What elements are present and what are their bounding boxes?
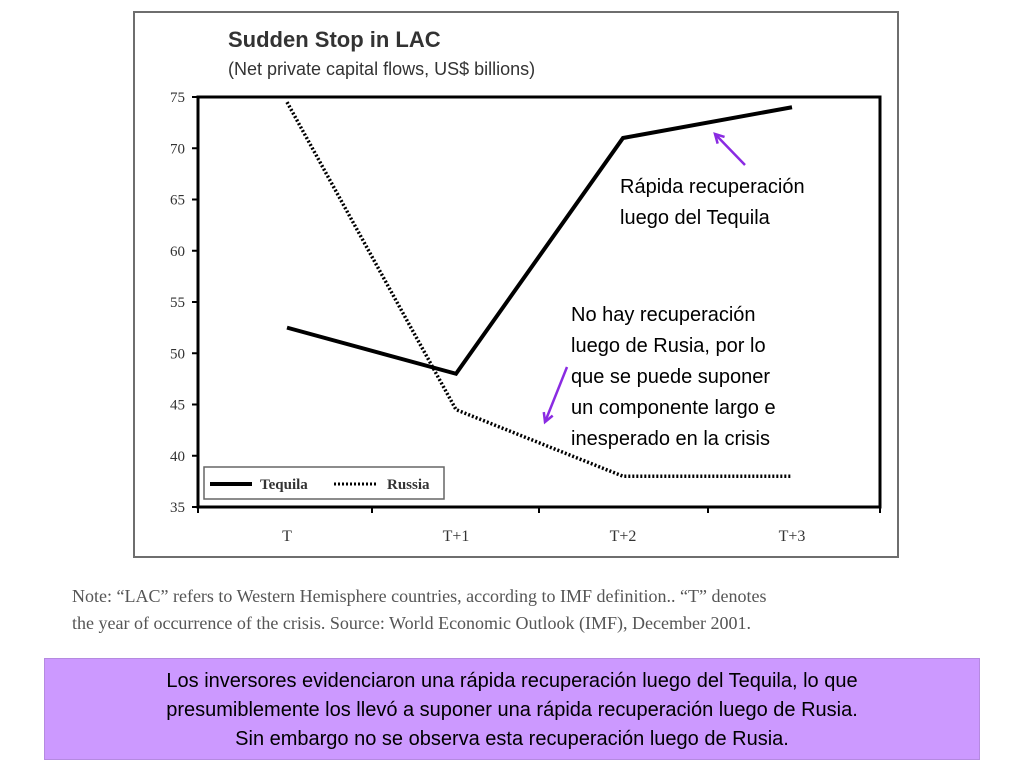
chart-subtitle: (Net private capital flows, US$ billions… bbox=[228, 59, 536, 79]
y-tick-label: 65 bbox=[170, 193, 185, 209]
summary-box: Los inversores evidenciaron una rápida r… bbox=[44, 658, 980, 760]
x-tick-label: T+3 bbox=[779, 528, 806, 545]
arrow-head bbox=[542, 411, 554, 425]
chart-title: Sudden Stop in LAC bbox=[228, 27, 441, 52]
arrow-shaft bbox=[714, 133, 746, 166]
annotation-russia: No hay recuperación luego de Rusia, por … bbox=[571, 300, 861, 455]
y-tick-label: 45 bbox=[170, 398, 185, 414]
summary-line: Los inversores evidenciaron una rápida r… bbox=[166, 670, 858, 692]
y-tick-label: 55 bbox=[170, 295, 185, 311]
x-tick-label: T+1 bbox=[443, 528, 470, 545]
annotation-russia-line: inesperado en la crisis bbox=[571, 428, 770, 450]
arrow-head bbox=[713, 132, 725, 144]
legend-label-russia: Russia bbox=[387, 477, 430, 493]
series-line-russia bbox=[285, 101, 792, 478]
annotation-russia-line: luego de Rusia, por lo bbox=[571, 335, 766, 357]
y-tick-label: 50 bbox=[170, 346, 185, 362]
source-note: Note: “LAC” refers to Western Hemisphere… bbox=[72, 583, 972, 637]
arrow-shaft bbox=[543, 366, 569, 423]
annotation-tequila-line: luego del Tequila bbox=[620, 207, 770, 229]
y-tick-label: 40 bbox=[170, 449, 185, 465]
annotation-tequila-line: Rápida recuperación bbox=[620, 176, 805, 198]
y-tick-label: 60 bbox=[170, 244, 185, 260]
x-tick-label: T+2 bbox=[610, 528, 637, 545]
arrow-russia bbox=[542, 366, 569, 425]
annotation-russia-line: un componente largo e bbox=[571, 397, 776, 419]
annotation-russia-line: No hay recuperación bbox=[571, 304, 756, 326]
summary-line: presumiblemente los llevó a suponer una … bbox=[166, 699, 858, 721]
series-line-tequila bbox=[286, 105, 793, 377]
source-note-line: Note: “LAC” refers to Western Hemisphere… bbox=[72, 586, 767, 606]
summary-line: Sin embargo no se observa esta recuperac… bbox=[235, 728, 789, 750]
x-tick-label: T bbox=[282, 528, 292, 545]
y-tick-label: 70 bbox=[170, 141, 185, 157]
annotation-tequila: Rápida recuperación luego del Tequila bbox=[620, 172, 880, 234]
y-tick-label: 75 bbox=[170, 90, 185, 106]
annotation-russia-line: que se puede suponer bbox=[571, 366, 771, 388]
source-note-line: the year of occurrence of the crisis. So… bbox=[72, 613, 751, 633]
legend-label-tequila: Tequila bbox=[260, 477, 308, 493]
arrow-tequila bbox=[713, 132, 746, 166]
y-tick-label: 35 bbox=[170, 500, 185, 516]
